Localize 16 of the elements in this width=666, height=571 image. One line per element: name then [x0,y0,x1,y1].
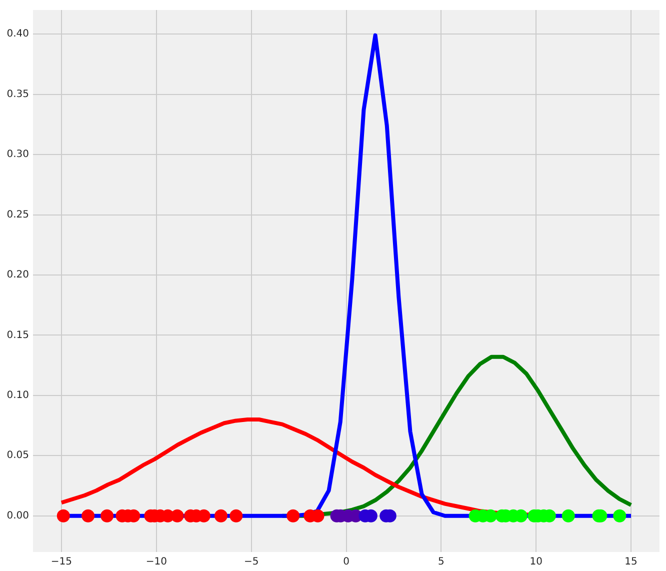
y-tick-label: 0.15 [6,330,29,341]
y-tick-label: 0.20 [6,270,29,281]
x-tick-label: 15 [624,556,638,568]
y-tick-label: 0.30 [6,149,29,160]
x-tick-label: −5 [244,556,259,568]
x-tick-label: 5 [438,556,444,568]
x-tick-label: −10 [146,556,167,568]
y-tick-label: 0.05 [6,450,29,462]
y-tick-label: 0.35 [6,88,29,100]
x-tick-label: 0 [343,556,350,568]
y-tick-label: 0.40 [6,28,29,40]
y-tick-label: 0.25 [6,209,29,220]
y-tick-label: 0.10 [6,390,29,402]
x-tick-label: −15 [50,556,72,568]
y-tick-label: 0.00 [6,510,29,522]
x-tick-label: 10 [530,556,542,568]
